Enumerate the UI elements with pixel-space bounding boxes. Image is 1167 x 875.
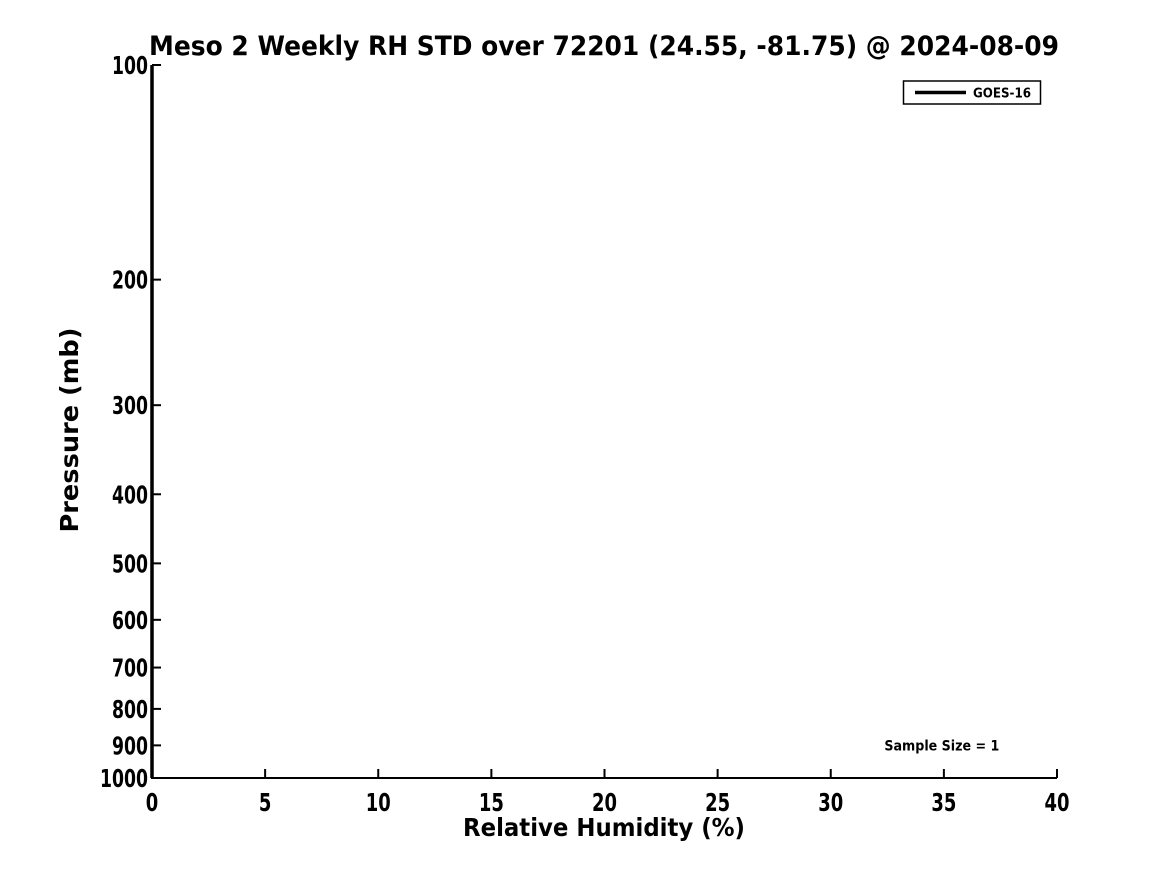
x-tick-label: 0 <box>146 788 159 817</box>
y-tick-label: 900 <box>112 731 148 760</box>
x-tick-label: 15 <box>479 788 504 817</box>
y-tick-label: 200 <box>112 266 148 295</box>
chart-title: Meso 2 Weekly RH STD over 72201 (24.55, … <box>149 31 1059 62</box>
x-tick-label: 5 <box>259 788 272 817</box>
y-tick-label: 500 <box>112 549 148 578</box>
y-tick-label: 400 <box>112 480 148 509</box>
y-tick-label: 100 <box>112 51 148 80</box>
legend: GOES-16 <box>902 80 1042 105</box>
axes: 0 5 10 15 20 25 30 35 40 100 200 300 400 500 600 700 800… <box>100 51 1070 817</box>
legend-box <box>902 80 1042 105</box>
x-tick-label: 25 <box>705 788 730 817</box>
y-axis-label: Pressure (mb) <box>55 328 84 533</box>
x-tick-label: 30 <box>818 788 843 817</box>
x-tick-label: 20 <box>592 788 617 817</box>
x-tick-label: 10 <box>366 788 391 817</box>
y-tick-label: 700 <box>112 654 148 683</box>
x-axis-label: Relative Humidity (%) <box>463 813 745 842</box>
x-tick-label: 40 <box>1045 788 1070 817</box>
y-tick-label: 800 <box>112 695 148 724</box>
x-tick-label: 35 <box>931 788 956 817</box>
legend-entry-label: GOES-16 <box>973 86 1031 102</box>
y-tick-label: 600 <box>112 606 148 635</box>
y-tick-label: 300 <box>112 391 148 420</box>
sample-size-annotation: Sample Size = 1 <box>884 738 999 754</box>
y-tick-label: 1000 <box>100 764 148 793</box>
